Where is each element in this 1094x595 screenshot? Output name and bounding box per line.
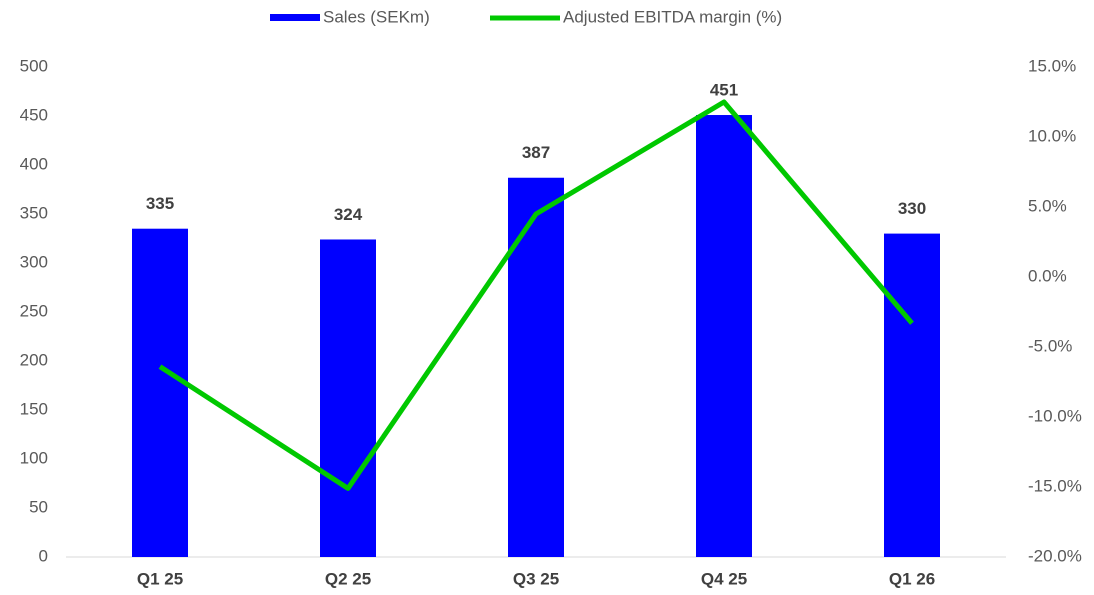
bar xyxy=(884,233,940,557)
data-label: 451 xyxy=(710,81,738,100)
y-tick-label: 500 xyxy=(20,56,48,75)
bar xyxy=(696,115,752,558)
y-tick-label: 100 xyxy=(20,448,48,467)
y-tick-label: 300 xyxy=(20,252,48,271)
y-tick-label: 0 xyxy=(39,546,48,565)
y2-tick-label: -20.0% xyxy=(1028,546,1082,565)
y2-tick-label: -5.0% xyxy=(1028,336,1072,355)
x-tick-label: Q4 25 xyxy=(701,569,747,588)
x-tick-label: Q1 25 xyxy=(137,569,183,588)
y-tick-label: 200 xyxy=(20,350,48,369)
y-tick-label: 250 xyxy=(20,301,48,320)
data-label: 335 xyxy=(146,194,174,213)
data-label: 387 xyxy=(522,143,550,162)
y-tick-label: 150 xyxy=(20,399,48,418)
x-tick-label: Q1 26 xyxy=(889,569,935,588)
y2-tick-label: 15.0% xyxy=(1028,56,1076,75)
x-tick-label: Q2 25 xyxy=(325,569,371,588)
y-tick-label: 350 xyxy=(20,203,48,222)
y2-tick-label: 10.0% xyxy=(1028,126,1076,145)
legend-label: Adjusted EBITDA margin (%) xyxy=(563,7,782,26)
bar xyxy=(132,228,188,557)
data-label: 324 xyxy=(334,205,363,224)
line xyxy=(158,99,914,491)
bar xyxy=(320,239,376,558)
bar xyxy=(508,177,564,558)
x-tick-label: Q3 25 xyxy=(513,569,559,588)
y2-tick-label: 5.0% xyxy=(1028,196,1067,215)
y2-tick-label: 0.0% xyxy=(1028,266,1067,285)
y-tick-label: 50 xyxy=(29,497,48,516)
y-tick-label: 450 xyxy=(20,105,48,124)
legend-label: Sales (SEKm) xyxy=(323,7,430,26)
y2-tick-label: -10.0% xyxy=(1028,406,1082,425)
y2-tick-label: -15.0% xyxy=(1028,476,1082,495)
data-label: 330 xyxy=(898,199,926,218)
y-tick-label: 400 xyxy=(20,154,48,173)
legend-swatch xyxy=(270,14,320,21)
